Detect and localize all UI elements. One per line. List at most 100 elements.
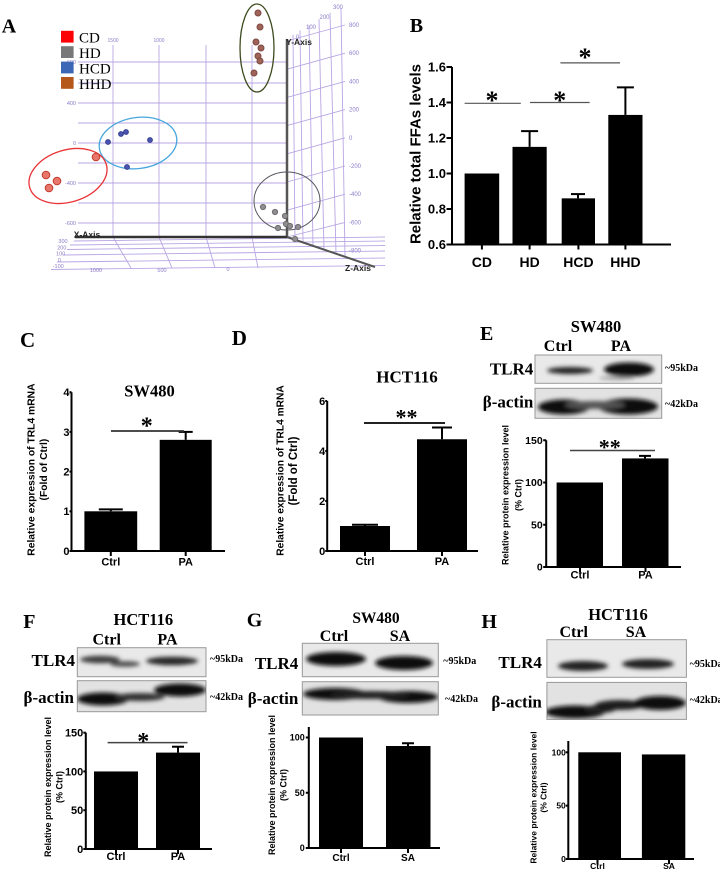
svg-text:1.2: 1.2	[428, 131, 446, 146]
svg-text:150: 150	[65, 728, 83, 740]
svg-text:3: 3	[63, 427, 69, 439]
svg-text:HCD: HCD	[79, 61, 111, 77]
svg-text:Ctrl: Ctrl	[332, 853, 349, 864]
svg-text:Relative protein expression le: Relative protein expression level	[528, 731, 538, 863]
svg-text:PA: PA	[157, 632, 178, 649]
svg-text:Relative total FFAs levels: Relative total FFAs levels	[408, 64, 425, 244]
svg-text:~95kDa: ~95kDa	[210, 654, 243, 665]
svg-text:PA: PA	[611, 338, 632, 355]
svg-text:100: 100	[290, 733, 305, 743]
svg-text:200: 200	[319, 15, 330, 21]
svg-text:HHD: HHD	[610, 254, 640, 270]
svg-text:H: H	[481, 611, 497, 633]
svg-text:0: 0	[77, 844, 83, 856]
svg-text:X-Axis: X-Axis	[74, 230, 101, 240]
svg-text:Relative protein expression le: Relative protein expression level	[267, 715, 277, 855]
svg-text:Relative protein expression le: Relative protein expression level	[501, 425, 511, 565]
svg-text:0.6: 0.6	[428, 237, 446, 252]
svg-text:-600: -600	[349, 220, 362, 226]
svg-text:(Fold of Ctrl): (Fold of Ctrl)	[288, 436, 300, 505]
svg-text:C: C	[20, 328, 35, 352]
svg-text:0: 0	[296, 35, 300, 41]
svg-text:~42kDa: ~42kDa	[690, 695, 720, 706]
svg-text:100: 100	[552, 747, 566, 757]
svg-text:1.4: 1.4	[428, 95, 447, 110]
svg-text:Relative expression of TRL4 mR: Relative expression of TRL4 mRNA	[26, 383, 37, 556]
svg-text:~95kDa: ~95kDa	[690, 659, 720, 670]
svg-text:50: 50	[531, 519, 543, 531]
svg-text:HD: HD	[519, 254, 539, 270]
svg-text:G: G	[247, 610, 263, 632]
svg-text:Ctrl: Ctrl	[544, 338, 573, 355]
svg-text:150: 150	[525, 435, 543, 447]
svg-text:400: 400	[67, 101, 76, 107]
svg-text:4: 4	[63, 387, 70, 399]
svg-text:*: *	[579, 43, 592, 72]
svg-text:1000: 1000	[153, 38, 164, 44]
svg-text:β-actin: β-actin	[491, 693, 542, 712]
svg-text:HCT116: HCT116	[113, 610, 173, 629]
svg-text:HCT116: HCT116	[376, 368, 437, 387]
svg-text:~42kDa: ~42kDa	[665, 399, 698, 410]
svg-text:CD: CD	[472, 254, 492, 270]
svg-text:*: *	[141, 413, 153, 439]
svg-text:1: 1	[63, 506, 69, 518]
svg-text:50: 50	[295, 788, 305, 798]
svg-text:Ctrl: Ctrl	[590, 861, 605, 870]
svg-text:Ctrl: Ctrl	[320, 628, 349, 645]
svg-text:Ctrl: Ctrl	[559, 624, 588, 641]
svg-text:6: 6	[319, 396, 325, 408]
svg-text:0: 0	[63, 546, 69, 558]
svg-text:-400: -400	[349, 192, 362, 198]
svg-text:CD: CD	[79, 31, 100, 47]
svg-text:0.8: 0.8	[428, 202, 446, 217]
svg-text:β-actin: β-actin	[248, 689, 299, 708]
svg-text:4: 4	[319, 446, 326, 458]
svg-text:0: 0	[561, 854, 566, 864]
svg-text:*: *	[553, 86, 566, 115]
svg-text:Ctrl: Ctrl	[356, 556, 375, 568]
svg-text:300: 300	[58, 239, 67, 245]
svg-text:(% Ctrl): (% Ctrl)	[278, 769, 288, 801]
svg-text:100: 100	[525, 477, 543, 489]
svg-text:SA: SA	[390, 628, 411, 645]
svg-text:SA: SA	[401, 853, 415, 864]
svg-text:-600: -600	[65, 221, 76, 227]
svg-text:Ctrl: Ctrl	[101, 557, 120, 569]
svg-text:1000: 1000	[90, 268, 102, 274]
svg-text:~95kDa: ~95kDa	[443, 656, 476, 667]
svg-text:1500: 1500	[107, 38, 118, 44]
svg-text:2: 2	[63, 466, 69, 478]
svg-text:0: 0	[349, 136, 353, 142]
svg-text:β-actin: β-actin	[23, 688, 74, 707]
svg-text:-100: -100	[53, 264, 64, 270]
svg-text:-200: -200	[349, 164, 362, 170]
svg-text:PA: PA	[171, 851, 186, 863]
svg-text:0: 0	[300, 843, 305, 853]
svg-text:0: 0	[58, 258, 61, 264]
svg-text:0: 0	[226, 267, 229, 273]
svg-text:0: 0	[319, 546, 325, 558]
svg-text:0: 0	[537, 562, 543, 574]
svg-text:200: 200	[57, 245, 66, 251]
svg-text:HCT116: HCT116	[588, 605, 648, 624]
svg-text:D: D	[232, 326, 247, 350]
svg-text:~42kDa: ~42kDa	[445, 694, 478, 705]
svg-text:SA: SA	[663, 861, 675, 870]
svg-text:TLR4: TLR4	[255, 654, 299, 673]
svg-text:1.6: 1.6	[428, 60, 446, 75]
svg-text:Ctrl: Ctrl	[571, 570, 590, 582]
svg-text:PA: PA	[435, 556, 450, 568]
svg-text:500: 500	[157, 268, 166, 274]
svg-text:600: 600	[349, 51, 360, 57]
svg-text:(% Ctrl): (% Ctrl)	[514, 479, 524, 511]
svg-text:Z-Axis: Z-Axis	[345, 263, 371, 273]
svg-text:200: 200	[349, 108, 360, 114]
svg-text:SW480: SW480	[571, 317, 621, 336]
svg-text:Relative expression of TRL4 mR: Relative expression of TRL4 mRNA	[276, 385, 287, 556]
svg-text:Ctrl: Ctrl	[107, 851, 126, 863]
svg-text:(Fold of Ctrl): (Fold of Ctrl)	[39, 439, 50, 501]
svg-text:E: E	[480, 323, 493, 345]
svg-text:100: 100	[56, 252, 65, 258]
svg-text:F: F	[23, 611, 35, 633]
